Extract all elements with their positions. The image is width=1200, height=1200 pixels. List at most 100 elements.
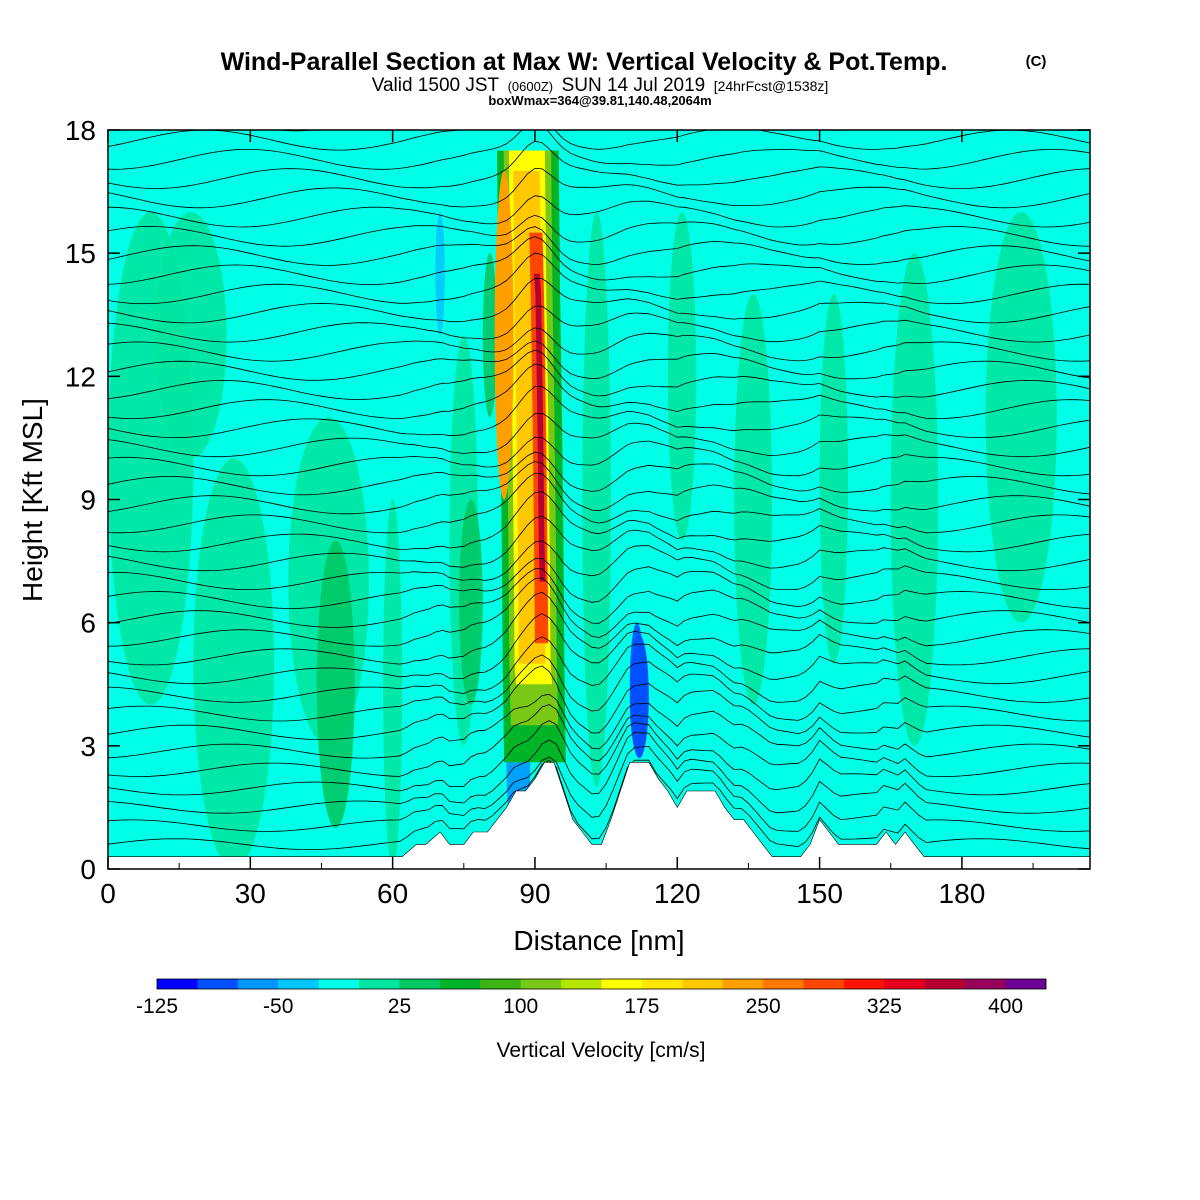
- colorbar-swatch: [641, 979, 683, 989]
- y-tick-label: 6: [80, 608, 96, 639]
- x-tick-label: 60: [377, 878, 408, 909]
- forecast-label: [24hrFcst@1538z]: [714, 78, 829, 94]
- velocity-fill-region: [459, 499, 483, 705]
- velocity-fill-region: [435, 212, 445, 336]
- isentrope-line: [108, 568, 1090, 628]
- colorbar-swatch: [359, 979, 400, 989]
- colorbar-tick-label: 25: [388, 995, 411, 1018]
- isentrope-line: [108, 349, 1090, 400]
- isentrope-line: [108, 693, 1090, 759]
- colorbar-swatch: [682, 979, 724, 989]
- isentrope-line: [108, 340, 1090, 381]
- colorbar-swatch: [197, 979, 239, 989]
- velocity-fill-region: [316, 540, 355, 828]
- y-tick-label: 0: [80, 854, 96, 885]
- y-axis-label: Height [Kft MSL]: [17, 398, 48, 602]
- isentrope-line: [108, 557, 1090, 609]
- isentrope-line: [108, 540, 1090, 591]
- colorbar-tick-label: 100: [503, 995, 538, 1018]
- colorbar-tick-label: 175: [624, 995, 659, 1018]
- isentrope-line: [108, 167, 1090, 209]
- plot-area: [108, 130, 1090, 869]
- isentrope-layer: [108, 130, 1090, 850]
- isentrope-line: [108, 613, 1090, 685]
- colorbar-swatch: [157, 979, 198, 989]
- x-axis-label: Distance [nm]: [513, 925, 684, 956]
- chart-title: Wind-Parallel Section at Max W: Vertical…: [221, 48, 948, 76]
- velocity-fill-region: [734, 294, 773, 705]
- colorbar-tick-label: -50: [263, 995, 293, 1018]
- velocity-fill-region: [890, 253, 939, 746]
- velocity-fill-region: [667, 212, 697, 541]
- velocity-fill-layer: [108, 212, 1057, 869]
- colorbar-swatch: [318, 979, 360, 989]
- y-tick-label: 18: [65, 115, 96, 146]
- valid-prefix: Valid 1500 JST: [372, 75, 500, 96]
- colorbar-swatch: [520, 979, 562, 989]
- x-tick-label: 30: [235, 878, 266, 909]
- isentrope-line: [108, 327, 1090, 362]
- isentrope-line: [108, 577, 1090, 647]
- isentrope-line: [108, 591, 1090, 666]
- velocity-fill-region: [482, 253, 498, 418]
- isentrope-line: [108, 732, 1090, 814]
- colorbar-tick-label: 250: [746, 995, 781, 1018]
- updraft-secondary-lobe: [494, 171, 514, 500]
- isentrope-line: [108, 472, 1090, 534]
- colorbar-tick-label: 325: [867, 995, 902, 1018]
- colorbar-swatch: [843, 979, 885, 989]
- y-tick-label: 3: [80, 731, 96, 762]
- isentrope-line: [108, 491, 1090, 553]
- colorbar-swatch: [722, 979, 764, 989]
- y-tick-label: 12: [65, 361, 96, 392]
- isentrope-line: [108, 305, 1090, 343]
- isentrope-line: [108, 636, 1090, 703]
- isentrope-line: [108, 130, 1090, 170]
- isentrope-line: [108, 385, 1090, 438]
- isentrope-line: [108, 436, 1090, 477]
- colorbar: -125 -50 25 100 175 250 325 400: [136, 978, 1047, 1018]
- isentrope-line: [108, 252, 1090, 305]
- colorbar-frame: [156, 978, 1047, 990]
- isentrope-line: [108, 704, 1090, 777]
- x-tick-label: 120: [654, 878, 701, 909]
- x-tick-label: 180: [939, 878, 986, 909]
- x-tick-label: 90: [519, 878, 550, 909]
- colorbar-swatch: [803, 979, 845, 989]
- velocity-fill-region: [193, 458, 275, 869]
- colorbar-swatch: [884, 979, 926, 989]
- isentrope-line: [108, 665, 1090, 741]
- colorbar-swatch: [1005, 979, 1047, 989]
- colorbar-swatch: [480, 979, 521, 989]
- colorbar-swatch: [399, 979, 441, 989]
- downdraft-region: [629, 634, 649, 759]
- velocity-fill-region: [383, 499, 403, 869]
- colorbar-swatch: [924, 979, 966, 989]
- box-wmax-label: boxWmax=364@39.81,140.48,2064m: [488, 93, 711, 108]
- isentrope-line: [108, 412, 1090, 458]
- velocity-fill-region: [582, 212, 611, 787]
- isentrope-line: [108, 226, 1090, 266]
- x-axis: 0 30 60 90 120 150 180: [100, 130, 1034, 909]
- isentrope-line: [108, 759, 1090, 850]
- x-tick-label: 0: [100, 878, 116, 909]
- valid-line: Valid 1500 JST (0600Z) SUN 14 Jul 2019 […: [372, 75, 829, 96]
- velocity-fill-region: [985, 212, 1057, 623]
- valid-date: SUN 14 Jul 2019: [562, 75, 706, 96]
- isentrope-line: [108, 363, 1090, 420]
- colorbar-swatch: [278, 979, 319, 989]
- isentrope-line: [108, 720, 1090, 796]
- colorbar-swatch: [439, 979, 481, 989]
- colorbar-tick-label: -125: [136, 995, 178, 1018]
- colorbar-swatch: [965, 979, 1006, 989]
- isentrope-line: [108, 214, 1090, 247]
- isentrope-line: [108, 745, 1090, 832]
- isentrope-line: [108, 140, 1090, 189]
- isentrope-line: [108, 130, 1090, 151]
- valid-zulu: (0600Z): [508, 79, 554, 94]
- isentrope-line: [108, 277, 1090, 324]
- y-tick-label: 9: [80, 485, 96, 516]
- velocity-fill-region: [819, 294, 849, 664]
- colorbar-swatch: [601, 979, 643, 989]
